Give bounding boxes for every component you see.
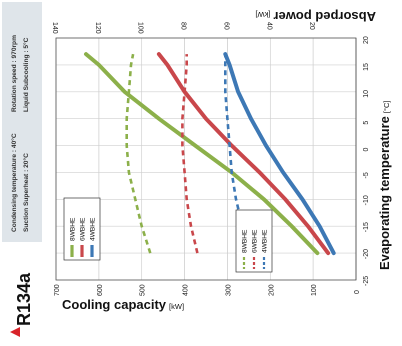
power-series-6wbhe [181, 54, 199, 254]
conditions-panel [2, 2, 42, 242]
x-tick-label: 15 [363, 63, 370, 71]
power-tick-label: 80 [180, 22, 187, 30]
power-tick-label: 60 [222, 22, 229, 30]
legend-label: 8WBHE [70, 217, 77, 241]
condition-condensing: Condensing temperature : 40°C [10, 133, 18, 232]
cooling-series-6wbhe [156, 52, 331, 256]
grid [55, 37, 357, 281]
cooling-tick-label: 600 [97, 284, 104, 296]
cooling-axis-title: Cooling capacity [kW] [62, 297, 184, 312]
x-tick-label: -5 [363, 172, 370, 178]
legend-label: 6WBHE [252, 229, 259, 253]
cooling-tick-label: 700 [54, 284, 61, 296]
x-tick-label: 20 [363, 36, 370, 44]
power-axis-title: Absorped power[kW] [255, 9, 376, 24]
x-tick-label: -10 [363, 195, 370, 205]
x-tick-label: -20 [363, 249, 370, 259]
model-name: R134a [14, 272, 34, 326]
plot-area: -25-20-15-10-505101520100200300400500600… [51, 22, 370, 296]
legend-label: 6WBHE [80, 217, 87, 241]
legend-box [235, 209, 273, 273]
legend-label: 8WBHE [242, 229, 249, 253]
x-tick-label: -15 [363, 222, 370, 232]
x-tick-label: 10 [363, 90, 370, 98]
power-tick-label: 20 [308, 22, 315, 30]
power-tick-label: 40 [265, 22, 272, 30]
x-axis-title: Evaporating temperature[°C] [377, 101, 392, 270]
condition-subcooling: Liquid Subcooling : 5°C [22, 37, 30, 112]
tick-labels: -25-20-15-10-505101520100200300400500600… [51, 22, 370, 296]
cooling-tick-label: 200 [268, 284, 275, 296]
power-tick-label: 140 [51, 22, 58, 34]
power-series-8wbhe [125, 53, 152, 254]
x-tick-label: 5 [363, 121, 370, 125]
power-tick-label: 100 [137, 22, 144, 34]
legend-label: 4WBHE [262, 229, 269, 253]
x-tick-label: 0 [363, 148, 370, 152]
condition-superheat: Suction Superheat : 20°C [22, 153, 30, 232]
cooling-tick-label: 0 [354, 290, 361, 294]
x-tick-label: -25 [363, 276, 370, 286]
model-marker-icon [10, 327, 20, 337]
cooling-tick-label: 500 [140, 284, 147, 296]
cooling-series-group [84, 52, 336, 256]
cooling-series-4wbhe [223, 52, 336, 256]
cooling-legend: 8WBHE 6WBHE 4WBHE [63, 197, 101, 261]
plot-frame [55, 37, 357, 281]
cooling-tick-label: 400 [183, 284, 190, 296]
condition-rotation: Rotation speed : 970rpm [11, 35, 18, 112]
cooling-tick-label: 300 [225, 284, 232, 296]
power-tick-label: 120 [94, 22, 101, 34]
power-legend: 8WBHE 6WBHE 4WBHE [235, 209, 273, 273]
cooling-tick-label: 100 [311, 284, 318, 296]
cooling-series-8wbhe [84, 52, 320, 256]
legend-label: 4WBHE [90, 217, 97, 241]
